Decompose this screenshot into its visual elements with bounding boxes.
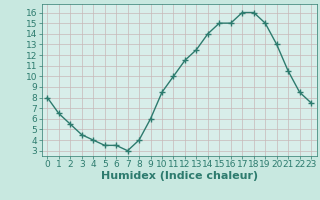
X-axis label: Humidex (Indice chaleur): Humidex (Indice chaleur) xyxy=(100,171,258,181)
